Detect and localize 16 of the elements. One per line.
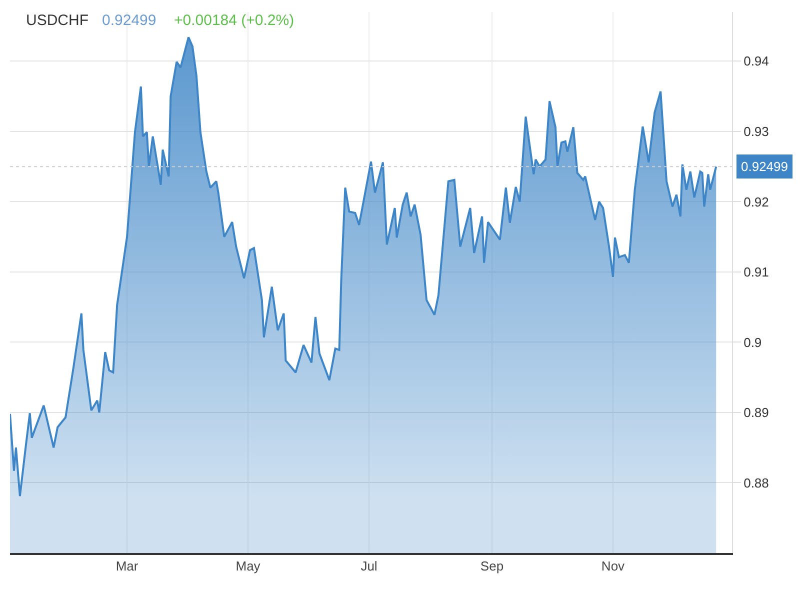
x-tick-label: Nov [601,558,626,574]
chart-title: USDCHF [26,12,88,29]
chart-subtitle: 0.92499 [102,12,156,29]
y-tick-label: 0.89 [744,405,769,420]
x-tick-label: May [236,558,261,574]
ref-line-label: 0.92499 [741,159,788,174]
y-tick-label: 0.93 [744,124,769,139]
y-tick-label: 0.92 [744,194,769,210]
x-tick-label: Jul [360,558,378,574]
x-tick-label: Mar [116,558,139,574]
y-tick-label: 0.94 [744,54,769,69]
y-tick-label: 0.91 [744,264,769,280]
x-tick-label: Sep [480,558,504,574]
annotation: +0.00184 (+0.2%) [174,12,294,29]
y-tick-label: 0.88 [744,475,769,490]
y-tick-label: 0.9 [744,334,762,350]
